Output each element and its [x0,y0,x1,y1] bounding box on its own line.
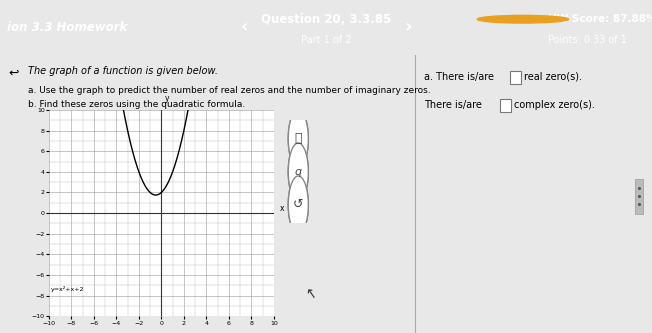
Text: ion 3.3 Homework: ion 3.3 Homework [7,21,127,34]
Text: There is/are: There is/are [424,100,482,110]
Text: ↩: ↩ [8,67,18,80]
Text: ↺: ↺ [293,198,304,211]
Circle shape [477,15,569,23]
Circle shape [288,110,308,168]
Text: ⌕: ⌕ [295,132,302,145]
Circle shape [288,110,308,168]
Text: a. Use the graph to predict the number of real zeros and the number of imaginary: a. Use the graph to predict the number o… [28,87,430,96]
Text: ›: › [404,18,411,37]
Text: The graph of a function is given below.: The graph of a function is given below. [28,66,218,76]
FancyBboxPatch shape [510,71,521,84]
Text: complex zero(s).: complex zero(s). [514,100,595,110]
FancyBboxPatch shape [635,179,643,214]
Text: Part 1 of 2: Part 1 of 2 [301,35,351,45]
Text: y: y [165,94,170,103]
Text: a. There is/are: a. There is/are [424,72,494,82]
Text: Question 20, 3.3.85: Question 20, 3.3.85 [261,13,391,26]
Circle shape [288,176,308,234]
Text: q: q [295,167,302,177]
Text: ‹: ‹ [241,18,248,37]
Text: ↖: ↖ [303,285,317,301]
Text: b. Find these zeros using the quadratic formula.: b. Find these zeros using the quadratic … [28,101,245,110]
Text: HW Score: 87.88%, 1: HW Score: 87.88%, 1 [548,14,652,24]
Text: real zero(s).: real zero(s). [524,72,582,82]
Text: x: x [280,204,284,213]
Circle shape [288,143,308,201]
Circle shape [288,176,308,234]
FancyBboxPatch shape [500,99,511,112]
Text: y=x²+x+2: y=x²+x+2 [51,285,85,292]
Circle shape [288,143,308,201]
Text: Points: 0.33 of 1: Points: 0.33 of 1 [548,35,627,45]
